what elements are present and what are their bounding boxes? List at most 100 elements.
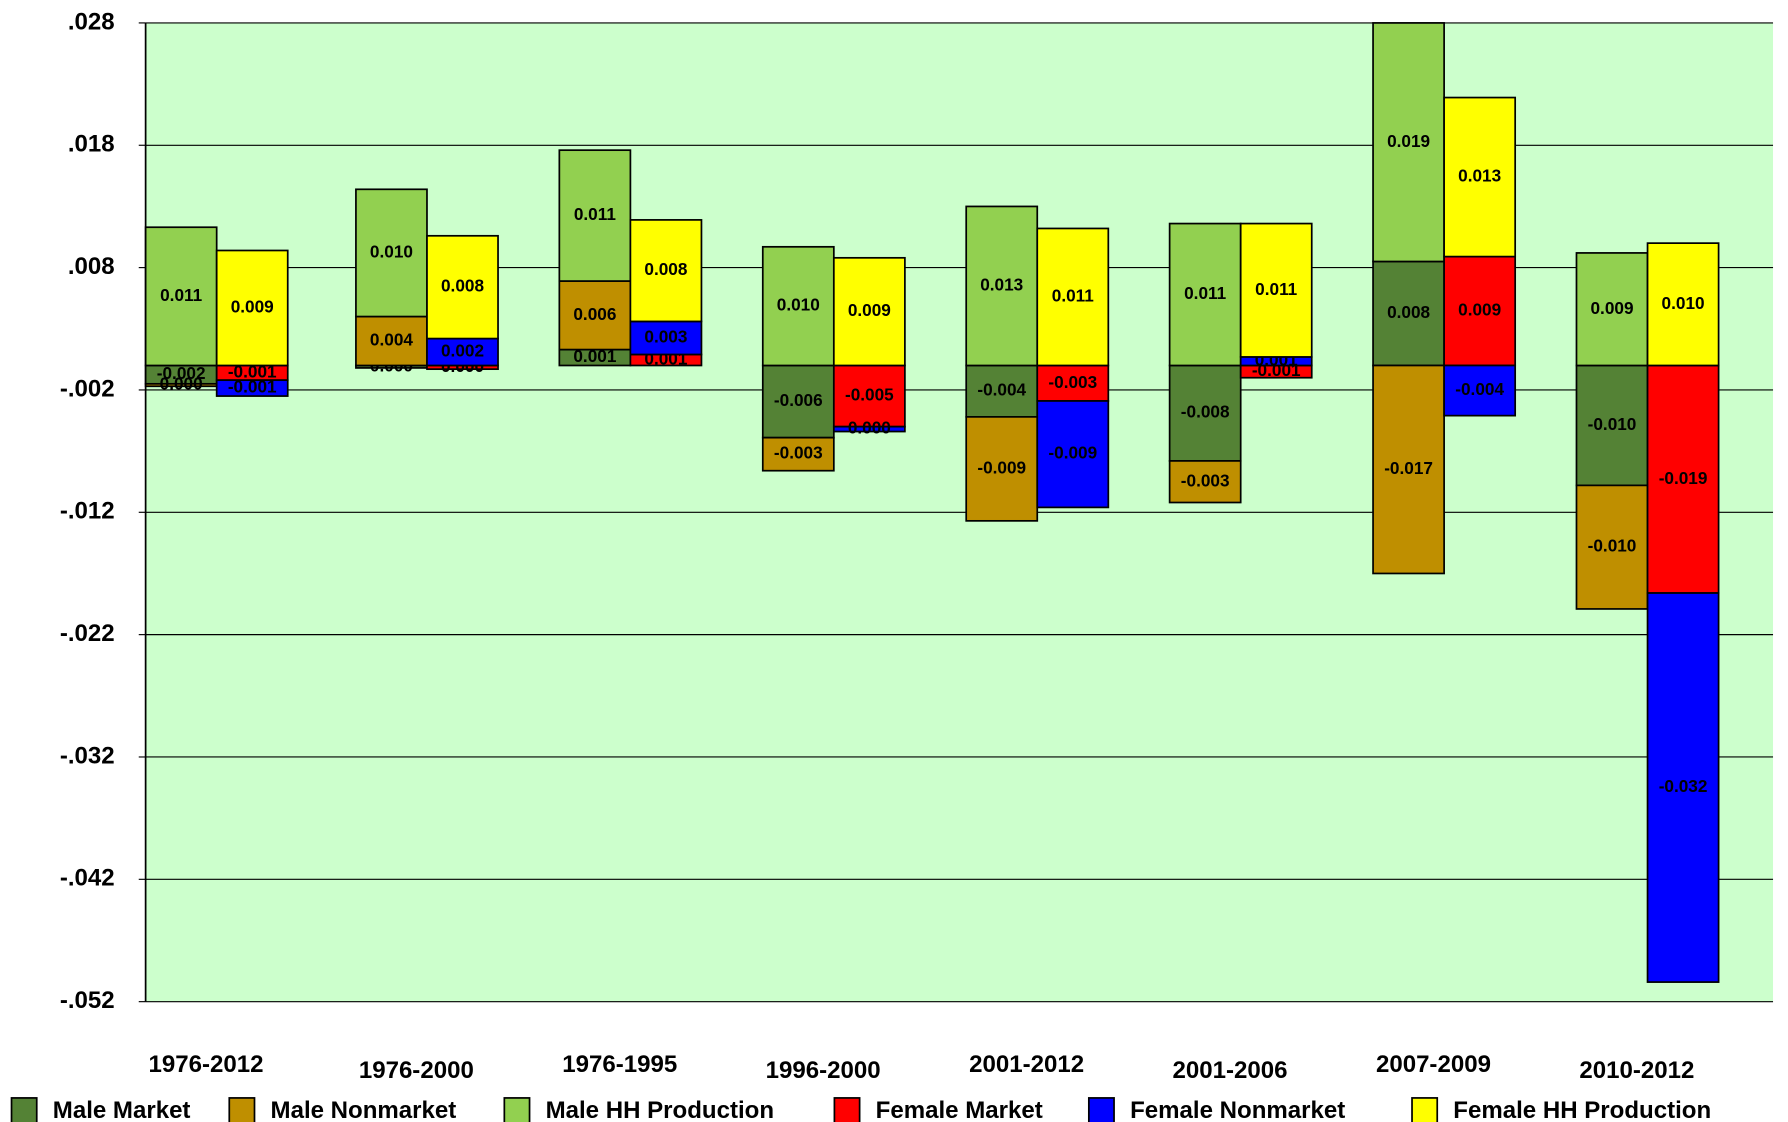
bar-segment [144,226,218,367]
legend-label: Male Market [53,1097,191,1122]
bar-segment [629,219,703,323]
bar-segment [761,364,835,439]
value-label: -0.001 [228,377,277,397]
value-label: -0.009 [1048,443,1097,463]
bar-segment [558,149,632,282]
value-label: 0.010 [777,295,820,315]
value-label: -0.004 [1455,379,1504,399]
bar-segment [1036,400,1110,509]
bar-segment [1646,592,1720,983]
value-label: 0.008 [1387,302,1430,322]
value-label: 0.004 [370,330,413,350]
value-label: -0.032 [1659,776,1708,796]
value-label: -0.005 [845,385,894,405]
y-tick-label: -.032 [60,742,115,769]
legend-swatch [833,1097,861,1122]
value-label: -0.017 [1384,458,1433,478]
value-label: 0.013 [1458,166,1501,186]
value-label: -0.003 [774,443,823,463]
value-label: 0.011 [160,285,203,305]
value-label: 0.011 [1184,283,1227,303]
x-tick-label: 2007-2009 [1376,1051,1491,1078]
value-label: 0.011 [574,204,617,224]
bar-segment [761,245,835,367]
value-label: 0.011 [1255,279,1298,299]
value-label: 0.008 [644,259,687,279]
value-label: -0.004 [977,380,1026,400]
value-label: -0.008 [1181,402,1230,422]
bar-segment [1646,364,1720,594]
bar-segment [1036,227,1110,367]
bar-segment [965,205,1039,367]
legend-swatch [503,1097,531,1122]
value-label: 0.008 [441,276,484,296]
y-tick-label: .008 [68,253,115,280]
y-tick-label: -.022 [60,620,115,647]
bar-segment [965,416,1039,522]
y-tick-label: .018 [68,131,115,158]
value-label: -0.010 [1588,414,1637,434]
value-label: 0.013 [980,275,1023,295]
bar-segment [629,320,703,356]
bar-segment [355,188,428,318]
value-label: -0.003 [1048,372,1097,392]
bar-segment [761,436,835,472]
bar-segment [1575,252,1649,367]
bar-segment [1575,364,1649,487]
bar-segment [1168,460,1242,504]
legend-label: Female Nonmarket [1130,1097,1345,1122]
value-label: -0.010 [1588,536,1637,556]
bar-segment [1372,364,1445,575]
legend-label: Female Market [876,1097,1043,1122]
legend-swatch [228,1097,256,1122]
legend-swatch [10,1097,38,1122]
y-tick-label: -.042 [60,865,115,892]
x-tick-label: 1976-1995 [562,1051,677,1078]
value-label: -0.009 [977,457,1026,477]
value-label: 0.001 [573,346,616,366]
value-label: 0.006 [573,304,616,324]
x-tick-label: 2001-2006 [1173,1057,1288,1084]
bar-segment [1036,364,1110,402]
bar-segment [832,256,906,367]
legend-label: Female HH Production [1453,1097,1711,1122]
value-label: 0.009 [1458,300,1501,320]
value-label: -0.019 [1659,468,1708,488]
y-tick-label: -.052 [60,987,115,1014]
legend-swatch [1411,1097,1439,1122]
value-label: 0.002 [441,341,484,361]
x-tick-label: 1976-2000 [359,1057,474,1084]
x-tick-label: 1976-2012 [149,1051,264,1078]
legend-swatch [1087,1097,1115,1122]
bar-segment [426,234,499,340]
y-tick-label: -.012 [60,498,115,525]
value-label: 0.019 [1387,131,1430,151]
value-label: 0.009 [848,300,891,320]
bar-segment [1168,222,1242,367]
x-tick-label: 1996-2000 [766,1057,881,1084]
bar-segment [215,379,289,397]
legend-label: Male HH Production [546,1097,774,1122]
value-label: 0.000 [160,374,203,394]
bar-segment [1372,22,1445,263]
bar-segment [1443,96,1517,258]
bar-segment [1239,222,1313,358]
value-label: 0.010 [370,241,413,261]
y-tick-label: -.002 [60,375,115,402]
legend-label: Male Nonmarket [271,1097,457,1122]
value-label: 0.000 [848,418,891,438]
value-label: -0.002 [157,363,206,383]
value-label: -0.006 [774,390,823,410]
bar-segment [215,249,289,367]
x-tick-label: 2010-2012 [1579,1057,1694,1084]
value-label: 0.003 [644,327,687,347]
bar-segment [355,315,428,367]
bar-segment [1443,364,1517,417]
value-label: 0.011 [1052,286,1095,306]
bar-segment [1646,242,1720,367]
value-label: 0.009 [231,297,274,317]
value-label: -0.001 [228,361,277,381]
value-label: -0.003 [1181,470,1230,490]
